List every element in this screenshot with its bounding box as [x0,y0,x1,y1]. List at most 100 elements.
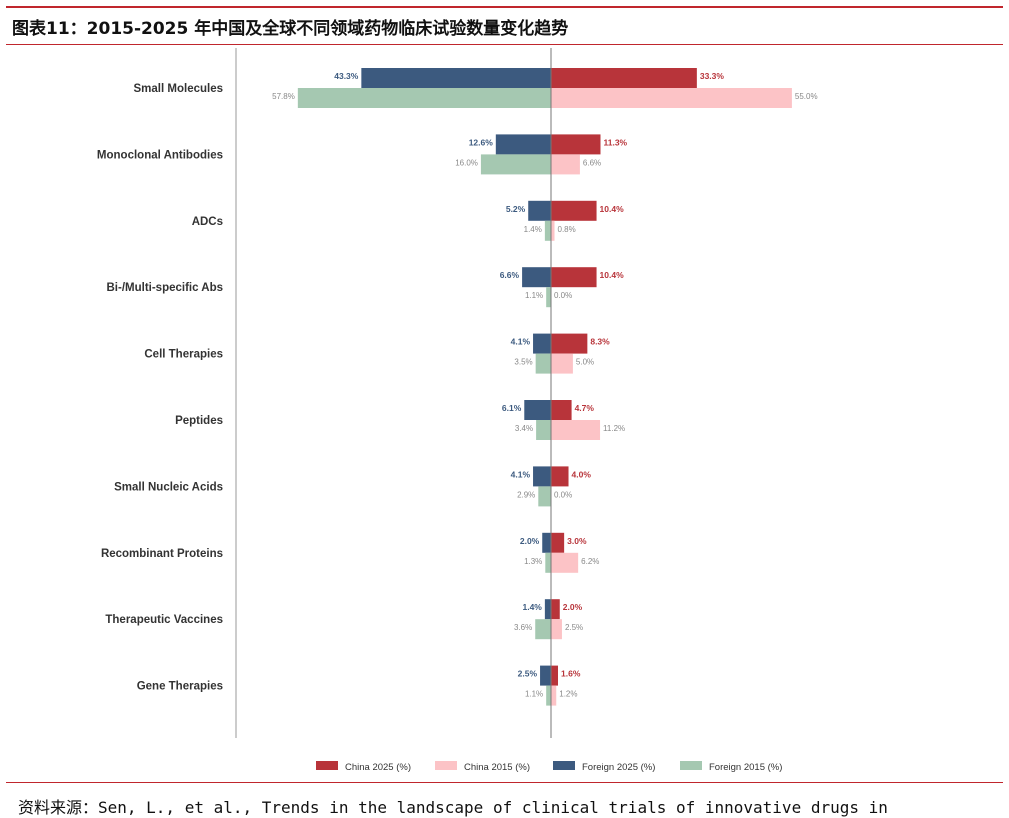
data-label-china-2025: 10.4% [600,270,625,280]
data-label-china-2015: 0.0% [554,291,572,300]
bar-foreign-2015 [535,353,551,374]
data-label-foreign-2025: 5.2% [506,204,526,214]
data-label-china-2025: 2.0% [563,602,583,612]
legend-swatch [435,761,457,770]
bar-foreign-2025 [542,532,551,553]
data-label-foreign-2025: 4.1% [511,337,531,347]
bar-foreign-2025 [495,134,551,155]
category-label: Small Molecules [134,83,223,95]
data-label-china-2025: 4.0% [572,469,592,479]
legend-label: Foreign 2015 (%) [709,762,782,773]
data-label-foreign-2015: 3.4% [515,424,533,433]
bar-china-2015 [551,685,557,706]
bar-china-2015 [551,88,792,108]
header-top-rule [6,6,1003,8]
bar-china-2025 [551,134,601,155]
data-label-foreign-2015: 1.3% [524,557,542,566]
category-label: Monoclonal Antibodies [97,149,223,161]
data-label-china-2025: 10.4% [600,204,625,214]
data-label-foreign-2025: 43.3% [334,71,359,81]
data-label-china-2025: 8.3% [590,337,610,347]
data-label-foreign-2015: 3.6% [514,623,532,632]
legend-label: China 2015 (%) [464,762,530,773]
legend-swatch [553,761,575,770]
bar-foreign-2025 [533,333,551,354]
bar-foreign-2015 [536,420,551,440]
data-label-china-2015: 0.0% [554,490,572,499]
data-label-foreign-2015: 2.9% [517,490,535,499]
bar-china-2025 [551,400,572,420]
data-label-china-2015: 6.6% [583,158,601,167]
data-label-foreign-2015: 3.5% [514,358,532,367]
legend-label: Foreign 2025 (%) [582,762,655,773]
data-label-foreign-2025: 6.1% [502,403,522,413]
legend-label: China 2025 (%) [345,762,411,773]
data-label-china-2015: 2.5% [565,623,583,632]
category-label: Recombinant Proteins [101,548,223,560]
bar-china-2025 [551,599,560,620]
data-label-foreign-2015: 1.1% [525,690,543,699]
legend-swatch [316,761,338,770]
data-label-foreign-2025: 12.6% [469,137,494,147]
bar-foreign-2015 [538,486,551,507]
data-label-foreign-2015: 57.8% [272,92,295,101]
bar-china-2015 [551,619,562,640]
bar-china-2015 [551,420,601,440]
bar-china-2025 [551,200,597,221]
bar-china-2015 [551,154,580,175]
bar-foreign-2025 [524,400,551,420]
bar-foreign-2025 [533,466,551,487]
bar-china-2025 [551,665,559,686]
data-label-foreign-2025: 4.1% [511,469,531,479]
data-label-foreign-2025: 2.0% [520,536,540,546]
report-header: 图表11：2015-2025 年中国及全球不同领域药物临床试验数量变化趋势 [0,0,1009,46]
bar-foreign-2015 [546,685,551,706]
bar-foreign-2015 [546,287,551,308]
bar-foreign-2015 [545,552,551,573]
bar-foreign-2015 [297,88,551,108]
figure-title: 图表11：2015-2025 年中国及全球不同领域药物临床试验数量变化趋势 [12,19,569,39]
bar-china-2015 [551,353,573,374]
bar-foreign-2015 [480,154,551,175]
bar-china-2015 [551,552,579,573]
data-label-china-2025: 33.3% [700,71,725,81]
bar-foreign-2015 [544,220,551,241]
data-label-china-2015: 11.2% [603,424,625,433]
bar-foreign-2015 [535,619,551,640]
data-label-foreign-2015: 1.1% [525,291,543,300]
data-label-foreign-2025: 2.5% [518,669,538,679]
bar-foreign-2025 [528,200,551,221]
source-note: 资料来源：Sen, L., et al., Trends in the land… [18,798,888,817]
header-bottom-rule [6,44,1003,45]
data-label-china-2025: 4.7% [575,403,595,413]
bar-china-2015 [551,220,555,241]
data-label-china-2015: 5.0% [576,358,594,367]
bar-foreign-2025 [540,665,551,686]
bar-china-2025 [551,532,565,553]
footer-rule [6,782,1003,783]
data-label-foreign-2025: 6.6% [500,270,520,280]
bar-foreign-2025 [522,267,551,288]
bar-china-2025 [551,267,597,288]
data-label-foreign-2015: 1.4% [524,225,542,234]
source-footer: 资料来源：Sen, L., et al., Trends in the land… [0,782,1009,818]
data-label-china-2025: 11.3% [603,137,627,147]
data-label-foreign-2015: 16.0% [455,158,478,167]
data-label-foreign-2025: 1.4% [522,602,542,612]
bar-foreign-2025 [361,68,551,88]
category-label: Cell Therapies [144,349,223,361]
data-label-china-2015: 6.2% [581,557,599,566]
diverging-bar-chart: Small Molecules 43.3% 57.8% 33.3% 55.0% Monoc… [97,48,818,773]
category-label: Peptides [175,415,223,427]
legend-swatch [680,761,702,770]
data-label-china-2025: 1.6% [561,669,581,679]
category-label: Gene Therapies [137,681,223,693]
category-label: Small Nucleic Acids [114,481,223,493]
bar-china-2025 [551,333,588,354]
data-label-china-2015: 1.2% [559,690,577,699]
bar-china-2025 [551,466,569,487]
category-label: ADCs [192,216,223,228]
data-label-china-2015: 55.0% [795,92,818,101]
category-label: Therapeutic Vaccines [105,614,223,626]
category-label: Bi-/Multi-specific Abs [107,282,224,294]
